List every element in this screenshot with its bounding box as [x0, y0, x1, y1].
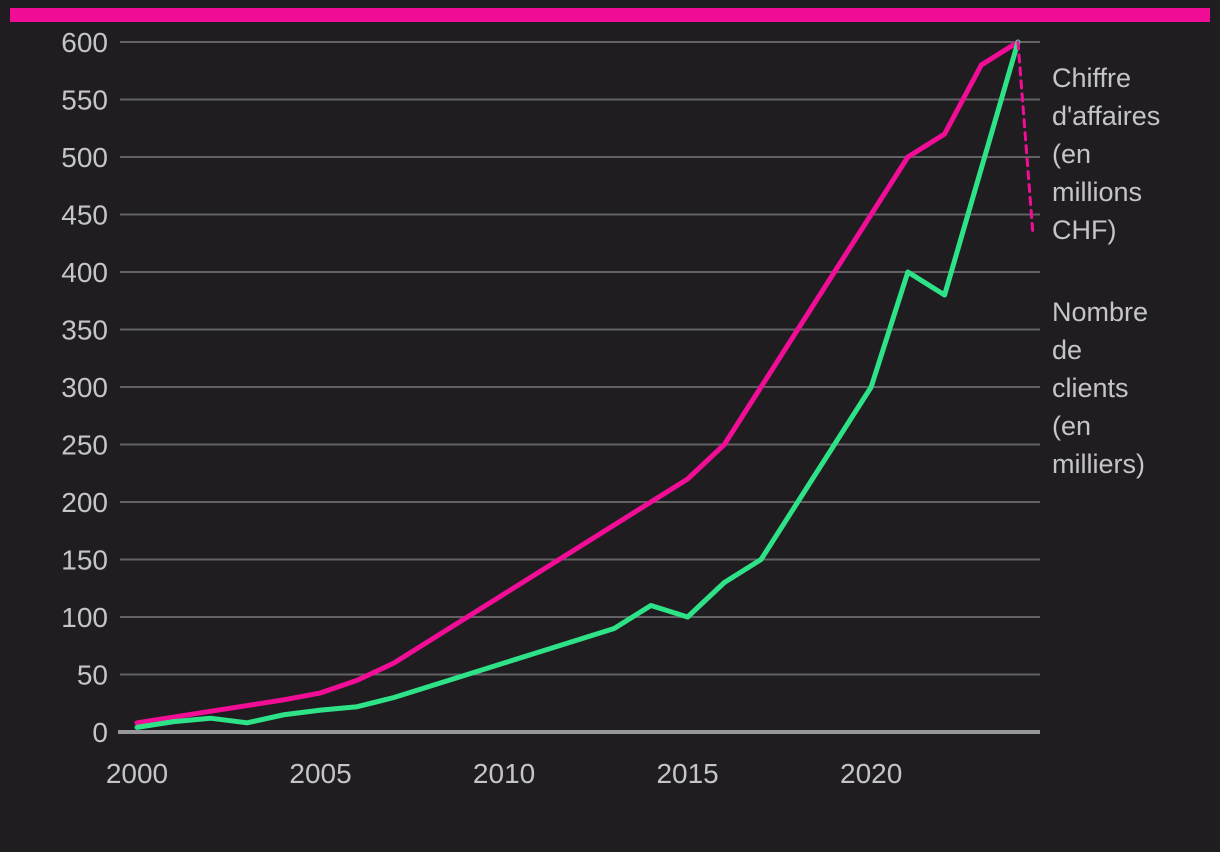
x-tick-label: 2000 — [106, 758, 168, 789]
y-tick-label: 450 — [61, 200, 108, 231]
leader-line — [1016, 40, 1035, 237]
y-tick-label: 550 — [61, 85, 108, 116]
x-tick-label: 2005 — [289, 758, 351, 789]
legend-label-revenue: Chiffre d'affaires (en millions CHF) — [1052, 63, 1161, 245]
y-tick-label: 350 — [61, 315, 108, 346]
accent-bar — [10, 8, 1210, 22]
legend-label-clients: Nombre de clients (en milliers) — [1052, 297, 1149, 479]
chart-legend: Chiffre d'affaires (en millions CHF) Nom… — [1052, 21, 1217, 527]
clients-line — [134, 39, 1021, 730]
y-tick-label: 400 — [61, 257, 108, 288]
y-tick-label: 500 — [61, 142, 108, 173]
y-tick-label: 150 — [61, 545, 108, 576]
y-tick-label: 0 — [92, 717, 108, 748]
y-tick-label: 600 — [61, 27, 108, 58]
x-tick-label: 2010 — [473, 758, 535, 789]
y-tick-label: 300 — [61, 372, 108, 403]
y-tick-label: 250 — [61, 430, 108, 461]
x-tick-label: 2020 — [840, 758, 902, 789]
y-tick-label: 100 — [61, 602, 108, 633]
revenue-line — [134, 39, 1021, 726]
y-tick-label: 50 — [77, 660, 108, 691]
x-tick-label: 2015 — [656, 758, 718, 789]
y-tick-label: 200 — [61, 487, 108, 518]
